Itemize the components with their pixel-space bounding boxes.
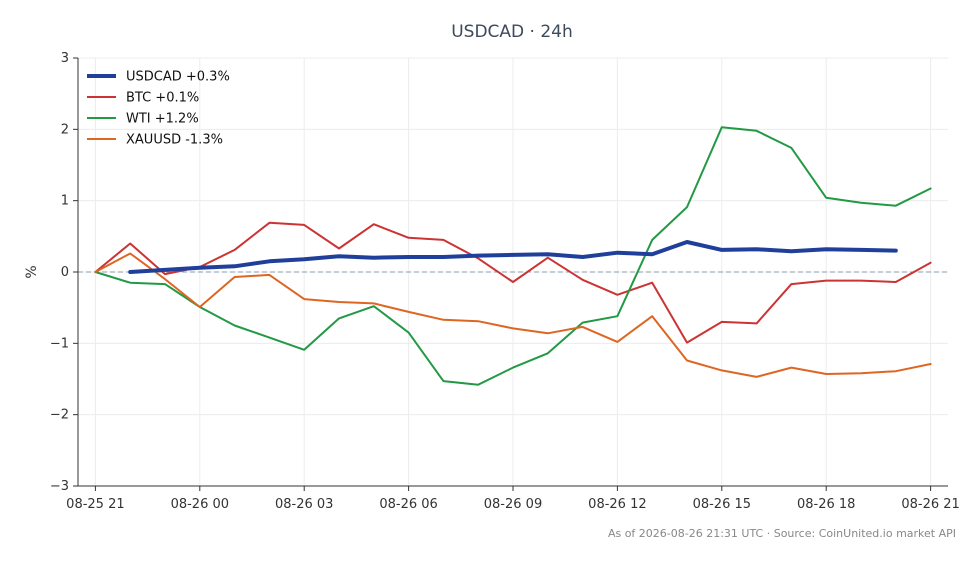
x-tick-label: 08-26 09 — [484, 497, 542, 512]
series-lines — [94, 126, 932, 386]
legend-label-3: XAUUSD -1.3% — [126, 133, 223, 148]
x-tick-label: 08-26 12 — [588, 497, 646, 512]
series-line-0 — [128, 240, 898, 274]
legend-label-1: BTC +0.1% — [126, 91, 199, 106]
legend-label-2: WTI +1.2% — [126, 112, 199, 127]
series-line-3 — [94, 252, 932, 378]
series-line-1 — [94, 221, 932, 344]
source-footer: As of 2026-08-26 21:31 UTC · Source: Coi… — [608, 527, 956, 540]
axes: −3 −2 −1 0 1 2 3 08-25 21 08-26 00 08-26 03 08-26 … — [50, 51, 960, 512]
x-tick-label: 08-25 21 — [66, 497, 124, 512]
legend-label-0: USDCAD +0.3% — [126, 70, 230, 85]
x-tick-label: 08-26 03 — [275, 497, 333, 512]
x-tick-label: 08-26 00 — [171, 497, 229, 512]
y-tick-label: 2 — [61, 122, 69, 137]
y-tick-label: −3 — [50, 479, 69, 494]
x-tick-label: 08-26 15 — [693, 497, 751, 512]
x-tick-label: 08-26 18 — [797, 497, 855, 512]
y-tick-label: 0 — [61, 265, 69, 280]
y-axis-label: % — [24, 265, 40, 278]
legend: USDCAD +0.3% BTC +0.1% WTI +1.2% XAUUSD -1.… — [87, 70, 230, 148]
x-tick-label: 08-26 21 — [901, 497, 959, 512]
grid — [78, 57, 948, 487]
series-line-2 — [94, 126, 932, 386]
y-tick-label: −2 — [50, 408, 69, 423]
x-tick-label: 08-26 06 — [379, 497, 437, 512]
y-tick-label: −1 — [50, 336, 69, 351]
chart-title: USDCAD · 24h — [451, 22, 573, 42]
y-tick-label: 3 — [61, 51, 69, 66]
y-tick-label: 1 — [61, 194, 69, 209]
